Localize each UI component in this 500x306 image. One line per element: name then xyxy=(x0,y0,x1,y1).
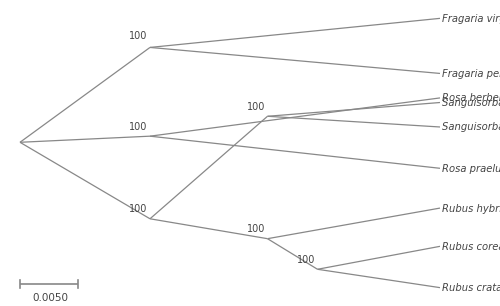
Text: 100: 100 xyxy=(129,31,148,41)
Text: Rubus crataegifolius NC_039704: Rubus crataegifolius NC_039704 xyxy=(442,282,500,293)
Text: Sanguisorba tenuifolia MH513641: Sanguisorba tenuifolia MH513641 xyxy=(442,122,500,132)
Text: 0.0050: 0.0050 xyxy=(32,293,68,303)
Text: 100: 100 xyxy=(129,204,148,214)
Text: Rubus hybrid NC_042716: Rubus hybrid NC_042716 xyxy=(442,203,500,214)
Text: Fragaria virginiana NC_019602: Fragaria virginiana NC_019602 xyxy=(442,13,500,24)
Text: 100: 100 xyxy=(129,121,148,132)
Text: 100: 100 xyxy=(246,102,265,112)
Text: 100: 100 xyxy=(246,224,265,234)
Text: Rosa berberifolia NC_045126: Rosa berberifolia NC_045126 xyxy=(442,92,500,103)
Text: Rosa praelucens NC_037492: Rosa praelucens NC_037492 xyxy=(442,163,500,174)
Text: Rubus coreanus NC_042715: Rubus coreanus NC_042715 xyxy=(442,241,500,252)
Text: Fragaria pentaohylla NC_034347: Fragaria pentaohylla NC_034347 xyxy=(442,68,500,79)
Text: 100: 100 xyxy=(296,255,315,265)
Text: Sanguisorba officinalis: Sanguisorba officinalis xyxy=(442,98,500,107)
